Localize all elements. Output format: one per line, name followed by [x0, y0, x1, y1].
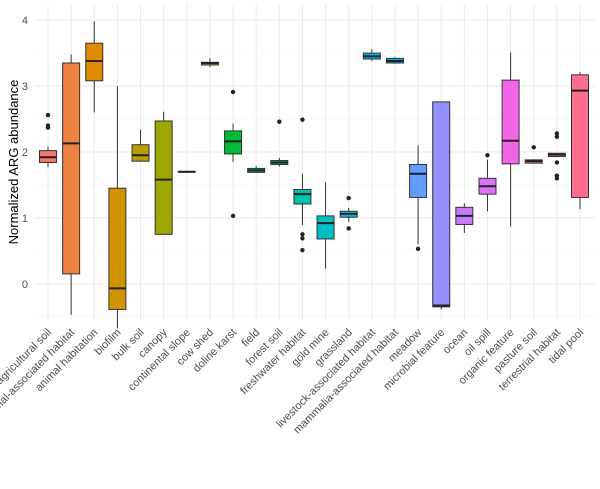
y-axis-ticks: 0 1 2 3 4: [22, 15, 28, 291]
box-field: [247, 165, 266, 174]
box-grassland: [339, 195, 358, 231]
y-tick-label: 2: [22, 147, 28, 159]
outlier-point: [300, 247, 305, 253]
box-body: [432, 101, 451, 308]
y-tick-label: 0: [22, 279, 28, 291]
box-body: [571, 74, 589, 198]
box-body: [293, 189, 312, 205]
outlier-point: [230, 213, 236, 219]
box-canopy: [154, 111, 173, 235]
outlier-point: [554, 131, 560, 136]
box-body: [62, 62, 81, 275]
outlier-point: [230, 89, 236, 95]
box-animal-associated-habitat: [62, 54, 81, 315]
box-body: [154, 120, 173, 235]
y-tick-label: 1: [22, 213, 28, 225]
outlier-point: [554, 176, 560, 181]
box-oil-spill: [478, 153, 497, 212]
box-bulk-soil: [131, 129, 150, 162]
outlier-point: [45, 112, 51, 118]
outlier-point: [300, 117, 305, 122]
box-pasture-soil: [524, 145, 543, 164]
box-body: [108, 187, 127, 310]
box-livestock-associated-habitat: [362, 49, 381, 62]
box-tidal-pool: [571, 72, 589, 210]
box-body: [131, 144, 150, 162]
outlier-point: [346, 195, 351, 201]
box-forest-soil: [270, 119, 289, 167]
box-body: [501, 79, 520, 165]
box-terrestrial-habitat: [547, 131, 566, 181]
outlier-point: [485, 153, 490, 158]
box-biofilm: [108, 86, 127, 329]
box-animal-habitation: [85, 21, 104, 113]
box-ocean: [455, 203, 474, 234]
y-axis-label: Normalized ARG abundance: [6, 80, 21, 245]
box-body: [409, 163, 428, 198]
box-mammalia-associated-habitat: [385, 57, 404, 64]
outlier-point: [554, 134, 560, 139]
box-body: [316, 215, 335, 240]
y-tick-label: 4: [22, 15, 28, 27]
box-gold-mine: [316, 182, 335, 269]
box-freshwater-habitat: [293, 117, 312, 253]
box-cow-shed: [200, 58, 219, 67]
outlier-point: [346, 226, 351, 231]
box-continental-slope: [177, 170, 196, 173]
box-organic-feature: [501, 52, 520, 227]
box-agricultural-soil: [39, 112, 57, 168]
box-microbial-feature: [432, 101, 451, 310]
outlier-point: [531, 145, 536, 150]
boxes: [39, 21, 589, 329]
box-meadow: [409, 145, 428, 252]
box-doline-karst: [224, 89, 243, 219]
outlier-point: [554, 160, 560, 165]
outlier-point: [415, 246, 421, 252]
y-tick-label: 3: [22, 81, 28, 93]
outlier-point: [300, 232, 305, 237]
outlier-point: [300, 236, 305, 241]
outlier-point: [45, 125, 51, 130]
outlier-point: [277, 119, 282, 124]
